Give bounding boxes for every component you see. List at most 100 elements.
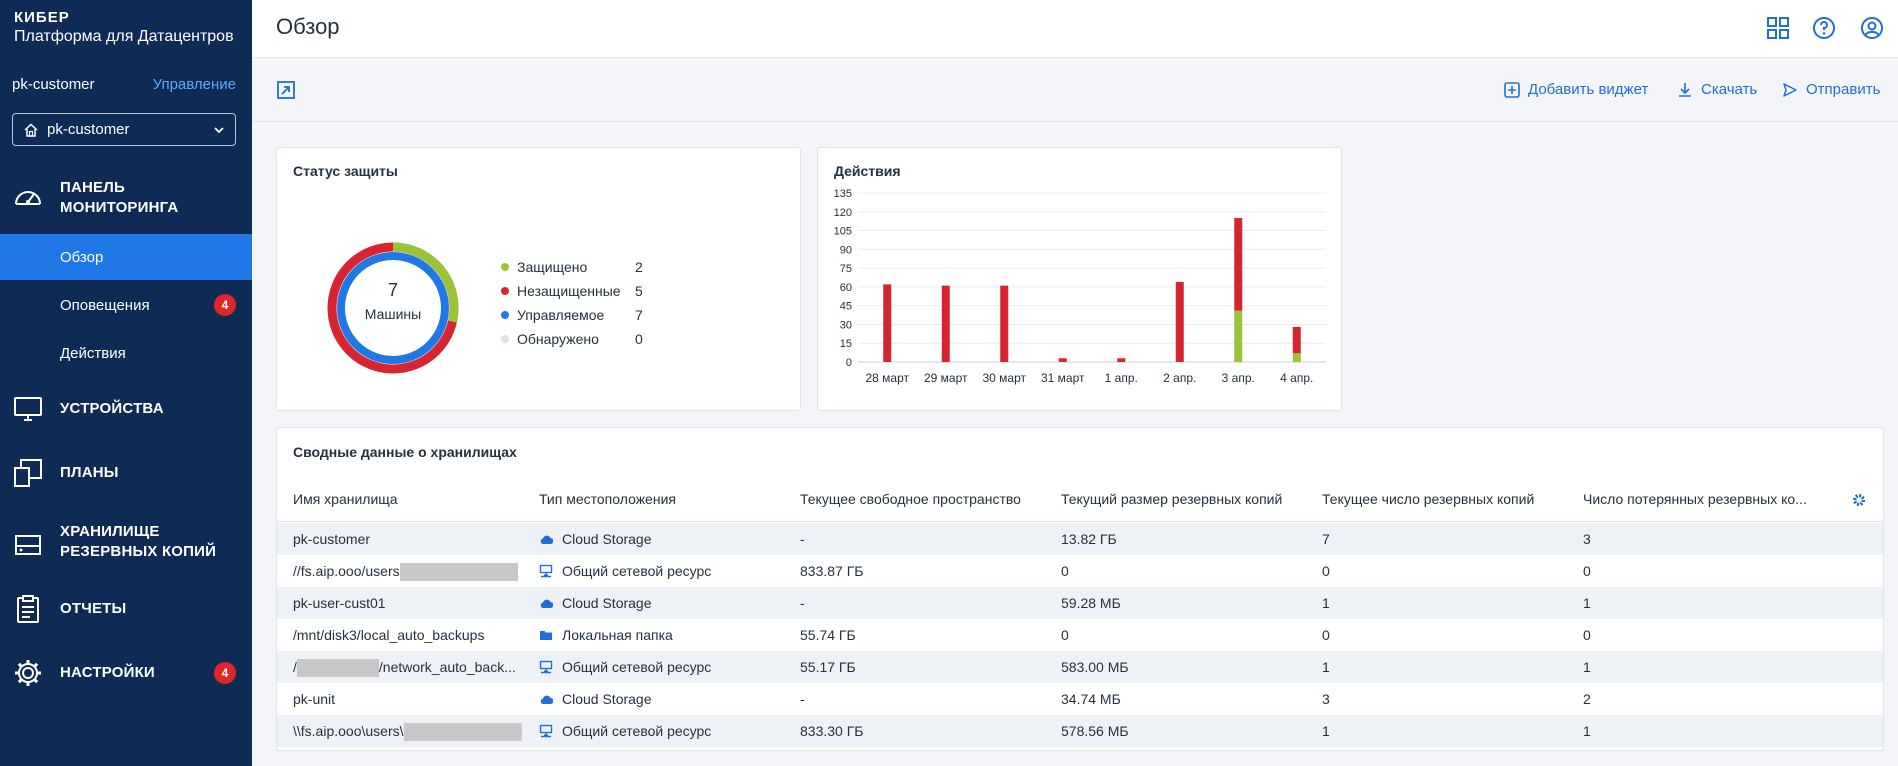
account-icon[interactable]: [1860, 16, 1884, 40]
nav-alerts[interactable]: Оповещения 4: [0, 282, 252, 328]
col-name[interactable]: Имя хранилища: [293, 491, 398, 507]
redacted-mask: [296, 659, 379, 678]
free-space: 833.87 ГБ: [800, 563, 864, 579]
table-row[interactable]: pk-customer Cloud Storage - 13.82 ГБ 7 3: [277, 523, 1883, 555]
help-icon[interactable]: [1812, 16, 1836, 40]
apps-grid-icon[interactable]: [1766, 16, 1790, 40]
manage-link[interactable]: Управление: [152, 76, 236, 93]
y-tick-label: 90: [840, 244, 852, 256]
activities-widget: Действия 0 15 30 45 60 75 90 105 120 135 28 март 29…: [817, 147, 1342, 411]
legend-unprotected-label: Незащищенные: [517, 283, 621, 299]
storage-name: //network_auto_back...: [293, 659, 523, 678]
tenant-selector[interactable]: pk-customer: [12, 113, 236, 146]
page-title: Обзор: [276, 14, 340, 39]
nav-devices-label: УСТРОЙСТВА: [60, 400, 164, 417]
col-backup-size[interactable]: Текущий размер резервных копий: [1061, 491, 1283, 507]
storage-type: Cloud Storage: [539, 531, 789, 547]
cloud-icon: [540, 535, 553, 544]
legend-discovered-value: 0: [635, 331, 643, 347]
home-icon: [24, 122, 38, 137]
y-tick-label: 30: [840, 319, 852, 331]
x-tick-label: 4 апр.: [1280, 371, 1313, 385]
backup-size: 0: [1061, 627, 1069, 643]
legend-protected-value: 2: [635, 259, 643, 275]
col-backup-count[interactable]: Текущее число резервных копий: [1322, 491, 1535, 507]
backup-count: 3: [1322, 691, 1330, 707]
protection-status-title: Статус защиты: [293, 163, 398, 179]
protection-donut: [327, 242, 459, 374]
table-row[interactable]: \\fs.aip.ooo\users\ Общий сетевой ресурс 8…: [277, 715, 1883, 747]
table-row[interactable]: pk-user-cust01 Cloud Storage - 59.28 МБ 1 1: [277, 587, 1883, 619]
nav-storage[interactable]: ХРАНИЛИЩЕ РЕЗЕРВНЫХ КОПИЙ: [0, 522, 252, 562]
table-row[interactable]: pk-unit Cloud Storage - 34.74 МБ 3 2: [277, 683, 1883, 715]
legend-discovered-label: Обнаружено: [517, 331, 599, 347]
storage-type-label: Общий сетевой ресурс: [562, 563, 712, 579]
send-label: Отправить: [1806, 81, 1881, 98]
table-row[interactable]: //network_auto_back... Общий сетевой ресу…: [277, 651, 1883, 683]
nav-overview[interactable]: Обзор: [0, 234, 252, 280]
y-tick-label: 45: [840, 301, 852, 313]
alerts-badge: 4: [214, 294, 236, 316]
storage-type-label: Общий сетевой ресурс: [562, 659, 712, 675]
backup-size: 13.82 ГБ: [1061, 531, 1117, 547]
column-settings-gear-icon[interactable]: [1852, 493, 1866, 507]
brand-logo[interactable]: КИБЕР Платформа для Датацентров: [14, 8, 234, 46]
legend-discovered: Обнаружено 0: [501, 331, 643, 347]
backup-count: 7: [1322, 531, 1330, 547]
fullscreen-icon[interactable]: [276, 80, 296, 100]
lost-backups: 2: [1583, 691, 1591, 707]
storage-type: Общий сетевой ресурс: [539, 563, 789, 579]
monitor-icon: [14, 397, 42, 421]
plans-icon: [14, 459, 42, 487]
legend-managed-dot: [501, 311, 509, 319]
y-tick-label: 135: [834, 188, 852, 200]
backup-count: 0: [1322, 563, 1330, 579]
legend-protected-label: Защищено: [517, 259, 588, 275]
storage-summary-widget: Сводные данные о хранилищах Имя хранилищ…: [276, 427, 1884, 751]
donut-managed-ring: [337, 252, 449, 364]
download-button[interactable]: Скачать: [1677, 81, 1757, 98]
table-row[interactable]: //fs.aip.ooo/users Общий сетевой ресурс 83…: [277, 555, 1883, 587]
tenant-selected: pk-customer: [47, 121, 130, 138]
nav-plans[interactable]: ПЛАНЫ: [0, 457, 252, 489]
tenant-row: pk-customer Управление: [12, 76, 236, 93]
chevron-down-icon: [214, 126, 224, 133]
folder-icon: [540, 631, 552, 640]
sidebar: КИБЕР Платформа для Датацентров pk-custo…: [0, 0, 252, 766]
add-widget-button[interactable]: Добавить виджет: [1504, 81, 1648, 98]
x-tick-label: 1 апр.: [1105, 371, 1138, 385]
table-row[interactable]: /mnt/disk3/local_auto_backups Локальная п…: [277, 619, 1883, 651]
legend-unprotected-value: 5: [635, 283, 643, 299]
storage-type: Общий сетевой ресурс: [539, 723, 789, 739]
lost-backups: 0: [1583, 563, 1591, 579]
col-lost-backups[interactable]: Число потерянных резервных ко...: [1583, 491, 1807, 507]
nav-settings[interactable]: НАСТРОЙКИ 4: [0, 657, 252, 689]
nav-dashboard[interactable]: ПАНЕЛЬ МОНИТОРИНГА: [0, 178, 252, 218]
storage-type-label: Общий сетевой ресурс: [562, 723, 712, 739]
y-tick-label: 15: [840, 338, 852, 350]
y-tick-label: 60: [840, 282, 852, 294]
bar-segment: [1292, 353, 1301, 362]
nav-dashboard-label: ПАНЕЛЬ МОНИТОРИНГА: [60, 179, 179, 216]
toolbar: Добавить виджет Скачать Отправить: [252, 59, 1898, 122]
backup-count: 1: [1322, 659, 1330, 675]
nav-overview-label: Обзор: [60, 248, 104, 266]
bar-segment: [1292, 326, 1301, 354]
col-free-space[interactable]: Текущее свободное пространство: [800, 491, 1021, 507]
lost-backups: 3: [1583, 531, 1591, 547]
download-icon: [1679, 82, 1691, 97]
free-space: -: [800, 595, 805, 611]
backup-size: 0: [1061, 563, 1069, 579]
nav-reports[interactable]: ОТЧЕТЫ: [0, 593, 252, 625]
tenant-name: pk-customer: [12, 76, 95, 93]
nav-devices[interactable]: УСТРОЙСТВА: [0, 393, 252, 425]
storage-name: pk-user-cust01: [293, 595, 386, 611]
send-button[interactable]: Отправить: [1782, 81, 1880, 98]
backup-size: 34.74 МБ: [1061, 691, 1121, 707]
storage-type-label: Локальная папка: [562, 627, 673, 643]
nav-reports-label: ОТЧЕТЫ: [60, 600, 127, 617]
nav-alerts-label: Оповещения: [60, 296, 150, 314]
nav-activities[interactable]: Действия: [0, 330, 252, 376]
activities-title: Действия: [834, 163, 901, 179]
col-type[interactable]: Тип местоположения: [539, 491, 676, 507]
